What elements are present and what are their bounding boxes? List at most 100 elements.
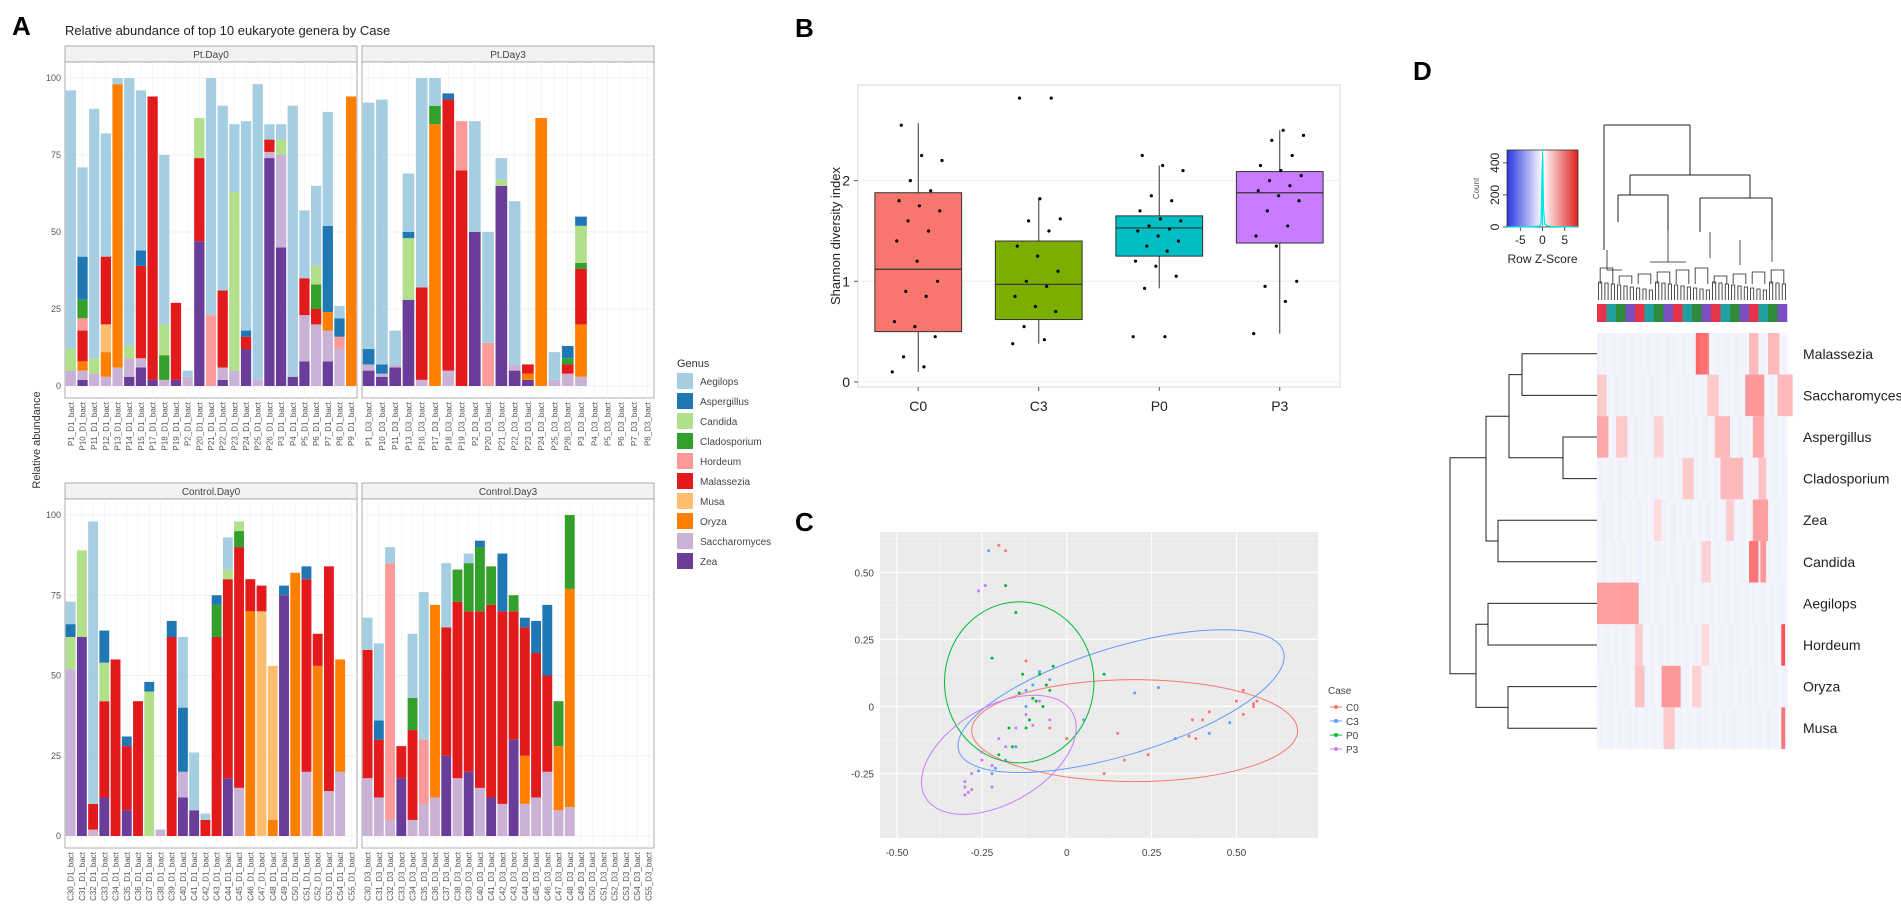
bar-segment-musa — [267, 665, 278, 820]
heatmap-cell — [1606, 541, 1610, 583]
data-point — [1013, 294, 1017, 298]
x-tick-label: P26_D1_bact — [265, 401, 274, 450]
heatmap-cell — [1698, 582, 1702, 625]
x-tick-label: C37_D1_bact — [145, 851, 154, 901]
heatmap-cell — [1758, 333, 1762, 375]
heatmap-cell — [1619, 624, 1623, 667]
data-point — [926, 229, 931, 233]
legend-swatch-aegilops — [677, 373, 693, 389]
bar-segment-oryza — [100, 352, 112, 377]
data-point-p3 — [980, 750, 984, 754]
heatmap-cell — [1777, 457, 1781, 500]
data-point — [1022, 325, 1026, 329]
heatmap-cell — [1657, 457, 1661, 500]
data-point — [1011, 342, 1015, 346]
heatmap-cell — [1774, 624, 1778, 667]
heatmap-cell — [1673, 416, 1677, 459]
data-point-p3 — [1031, 723, 1035, 727]
data-point-p3 — [963, 780, 967, 784]
heatmap-cell — [1720, 499, 1724, 542]
heatmap-cell — [1600, 541, 1604, 583]
data-point — [1054, 309, 1058, 314]
data-point-c3 — [1207, 731, 1211, 735]
bar-segment-aspergillus — [561, 345, 574, 359]
heatmap-cell — [1650, 665, 1655, 708]
heatmap-cell — [1669, 582, 1674, 625]
heatmap-cell — [1739, 624, 1743, 667]
bar-segment-oryza — [564, 588, 575, 808]
data-point-p0 — [1041, 704, 1045, 708]
bar-segment-oryza — [575, 324, 587, 377]
bar-segment-saccharomyces — [135, 358, 147, 368]
x-tick-label: P2_D1_bact — [184, 401, 193, 446]
data-point-p3 — [970, 772, 974, 776]
bar-segment-aspergillus — [474, 540, 485, 548]
bar-segment-oryza — [245, 611, 256, 836]
bar-segment-aegilops — [463, 553, 474, 564]
row-label-aspergillus: Aspergillus — [1803, 429, 1871, 445]
panel-a-title: Relative abundance of top 10 eukaryote g… — [65, 23, 390, 38]
legend-label-saccharomyces: Saccharomyces — [700, 537, 771, 548]
heatmap-cell — [1631, 333, 1636, 375]
heatmap-cell — [1609, 374, 1614, 417]
heatmap-cell — [1619, 707, 1623, 750]
heatmap-hotspot — [1654, 499, 1662, 541]
heatmap-cell — [1780, 541, 1785, 583]
heatmap-cell — [1663, 499, 1667, 542]
heatmap-cell — [1777, 499, 1781, 542]
heatmap-cell — [1758, 582, 1762, 625]
heatmap-cell — [1679, 707, 1683, 750]
data-point — [1167, 227, 1172, 231]
legend-key-dot — [1334, 733, 1338, 737]
heatmap-hotspot — [1663, 707, 1675, 749]
heatmap-cell — [1619, 457, 1623, 500]
heatmap-hotspot — [1714, 416, 1730, 458]
heatmap-cell — [1641, 457, 1645, 500]
heatmap-cell — [1764, 541, 1769, 583]
data-point — [1024, 279, 1028, 283]
column-side-color — [1622, 304, 1626, 322]
heatmap-cell — [1597, 707, 1601, 750]
heatmap-cell — [1650, 624, 1655, 667]
data-point — [1038, 197, 1042, 201]
heatmap-cell — [1733, 374, 1737, 417]
panel-a-ylabel: Relative abundance — [31, 391, 43, 488]
heatmap-cell — [1726, 707, 1731, 750]
heatmap-cell — [1771, 499, 1775, 542]
heatmap-cell — [1774, 374, 1778, 417]
bar-segment-hordeum — [418, 739, 429, 804]
bar-segment-aegilops — [88, 521, 99, 804]
heatmap-cell — [1597, 665, 1601, 708]
heatmap-cell — [1764, 665, 1769, 708]
column-side-color — [1692, 304, 1696, 322]
bar-segment-saccharomyces — [442, 370, 455, 386]
bar-segment-aegilops — [287, 105, 298, 377]
x-tick-label: C43_D1_bact — [213, 851, 222, 901]
bar-segment-saccharomyces — [112, 367, 123, 386]
bar-segment-cladosporium — [159, 355, 170, 380]
heatmap-cell — [1600, 665, 1604, 708]
data-point-p0 — [1007, 726, 1011, 730]
bar-segment-saccharomyces — [334, 349, 345, 386]
bar-segment-aegilops — [65, 601, 76, 625]
bar-segment-zea — [389, 367, 402, 386]
heatmap-cell — [1755, 624, 1759, 667]
row-label-aegilops: Aegilops — [1803, 595, 1857, 611]
bar-segment-hordeum — [205, 315, 217, 386]
legend-label-c0: C0 — [1346, 703, 1359, 714]
heatmap-cell — [1745, 499, 1750, 542]
column-side-color — [1714, 304, 1718, 322]
heatmap-cell — [1663, 541, 1667, 583]
legend-label-malassezia: Malassezia — [700, 477, 750, 488]
heatmap-cell — [1628, 374, 1633, 417]
legend-label-hordeum: Hordeum — [700, 457, 741, 468]
bar-segment-saccharomyces — [497, 803, 508, 836]
data-point-c3 — [1014, 745, 1018, 749]
heatmap-cell — [1755, 582, 1759, 625]
bar-segment-cladosporium — [77, 299, 88, 319]
data-point-p3 — [990, 785, 994, 789]
y-tick-label: 0.50 — [855, 568, 875, 579]
bar-segment-malassezia — [455, 170, 468, 386]
heatmap-cell — [1783, 499, 1788, 542]
heatmap-cell — [1647, 624, 1652, 667]
